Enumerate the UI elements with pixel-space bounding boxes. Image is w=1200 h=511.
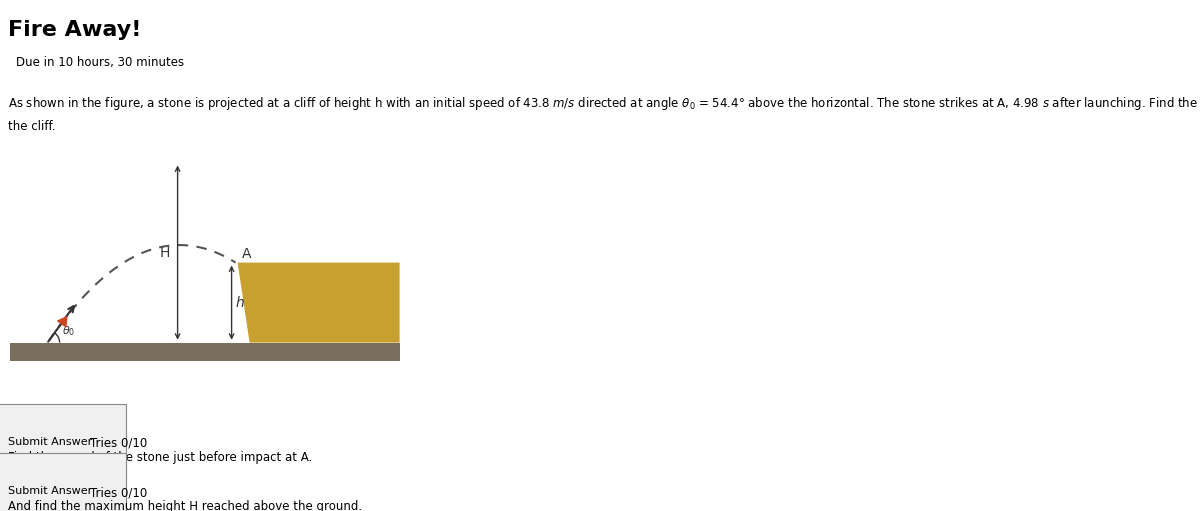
- Text: Submit Answer: Submit Answer: [8, 486, 92, 497]
- FancyBboxPatch shape: [7, 407, 101, 432]
- FancyBboxPatch shape: [0, 44, 173, 81]
- Text: Fire Away!: Fire Away!: [8, 20, 142, 40]
- Text: $\theta_0$: $\theta_0$: [61, 324, 74, 338]
- Text: And find the maximum height H reached above the ground.: And find the maximum height H reached ab…: [8, 500, 362, 511]
- Text: A: A: [241, 247, 251, 261]
- Text: h: h: [235, 295, 245, 310]
- Text: Submit Answer: Submit Answer: [8, 437, 92, 447]
- Text: Find the speed of the stone just before impact at A.: Find the speed of the stone just before …: [8, 451, 313, 463]
- Point: [53, 317, 72, 326]
- FancyBboxPatch shape: [7, 456, 101, 482]
- Text: Tries 0/10: Tries 0/10: [90, 437, 148, 450]
- Text: H: H: [160, 246, 169, 260]
- Polygon shape: [238, 263, 400, 342]
- Text: As shown in the figure, a stone is projected at a cliff of height h with an init: As shown in the figure, a stone is proje…: [8, 95, 1200, 111]
- Text: the cliff.: the cliff.: [8, 120, 56, 133]
- Text: Tries 0/10: Tries 0/10: [90, 486, 148, 499]
- Text: Due in 10 hours, 30 minutes: Due in 10 hours, 30 minutes: [17, 56, 185, 69]
- Bar: [10, 342, 400, 361]
